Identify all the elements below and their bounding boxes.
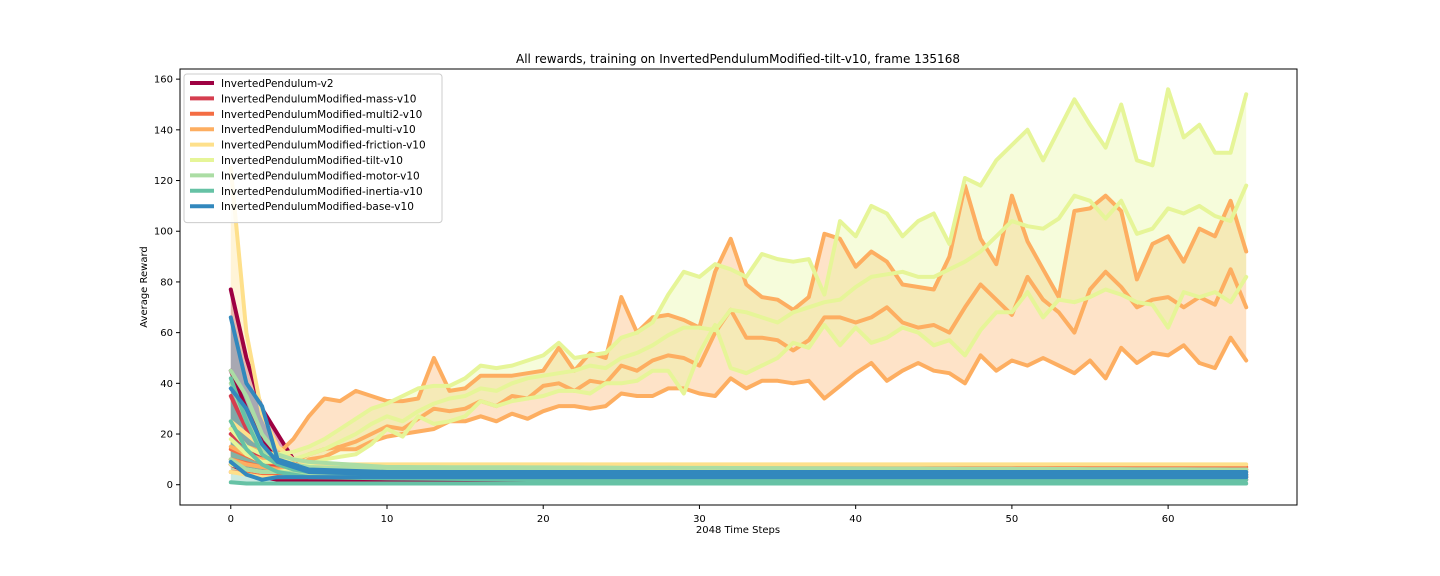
y-axis-ticks: 0 20 40 60 80 100 120 140 160 <box>154 75 180 491</box>
mean-line-series-4 <box>228 267 1249 464</box>
lower-line-series-8 <box>228 480 1249 486</box>
legend-label: InvertedPendulumModified-tilt-v10 <box>221 155 403 167</box>
x-tick-label: 10 <box>381 514 394 525</box>
y-tick-label: 60 <box>160 328 173 339</box>
y-tick-label: 0 <box>167 480 173 491</box>
x-tick-label: 40 <box>849 514 862 525</box>
x-tick-label: 20 <box>537 514 550 525</box>
y-tick-label: 160 <box>154 75 173 86</box>
legend-label: InvertedPendulumModified-motor-v10 <box>221 170 420 182</box>
legend-label: InvertedPendulumModified-friction-v10 <box>221 140 426 152</box>
y-tick-label: 140 <box>154 125 173 136</box>
x-tick-label: 50 <box>1006 514 1019 525</box>
series-lines <box>228 87 1249 486</box>
chart-title: All rewards, training on InvertedPendulu… <box>516 52 960 66</box>
legend-label: InvertedPendulumModified-multi-v10 <box>221 124 416 136</box>
upper-line-series-4 <box>228 183 1249 457</box>
legend-label: InvertedPendulumModified-mass-v10 <box>221 93 416 105</box>
plot-area-frame <box>179 68 1298 506</box>
y-tick-label: 40 <box>160 379 173 390</box>
legend-label: InvertedPendulumModified-inertia-v10 <box>221 186 423 198</box>
lower-line-series-6 <box>228 274 1249 474</box>
y-tick-label: 80 <box>160 277 173 288</box>
mean-line-series-6 <box>228 183 1249 464</box>
y-tick-label: 120 <box>154 176 173 187</box>
x-axis-ticks: 0 10 20 30 40 50 60 <box>228 505 1175 525</box>
upper-line-series-9 <box>228 315 1249 474</box>
x-tick-label: 0 <box>228 514 234 525</box>
lower-line-series-9 <box>228 459 1249 482</box>
y-axis-label: Average Reward <box>139 246 150 327</box>
upper-line-series-5 <box>228 165 1249 467</box>
x-axis-label: 2048 Time Steps <box>696 525 780 536</box>
upper-line-series-6 <box>228 87 1249 457</box>
upper-line-series-7 <box>228 368 1249 472</box>
x-tick-label: 60 <box>1162 514 1175 525</box>
y-tick-label: 20 <box>160 430 173 441</box>
legend-box <box>183 73 443 224</box>
legend-label: InvertedPendulumModified-multi2-v10 <box>221 109 422 121</box>
mean-line-series-9 <box>228 386 1249 477</box>
legend: InvertedPendulum-v2 InvertedPendulumModif… <box>183 73 443 224</box>
x-tick-label: 30 <box>693 514 706 525</box>
y-tick-label: 100 <box>154 227 173 238</box>
legend-label: InvertedPendulumModified-base-v10 <box>221 201 414 213</box>
legend-label: InvertedPendulum-v2 <box>221 78 334 90</box>
